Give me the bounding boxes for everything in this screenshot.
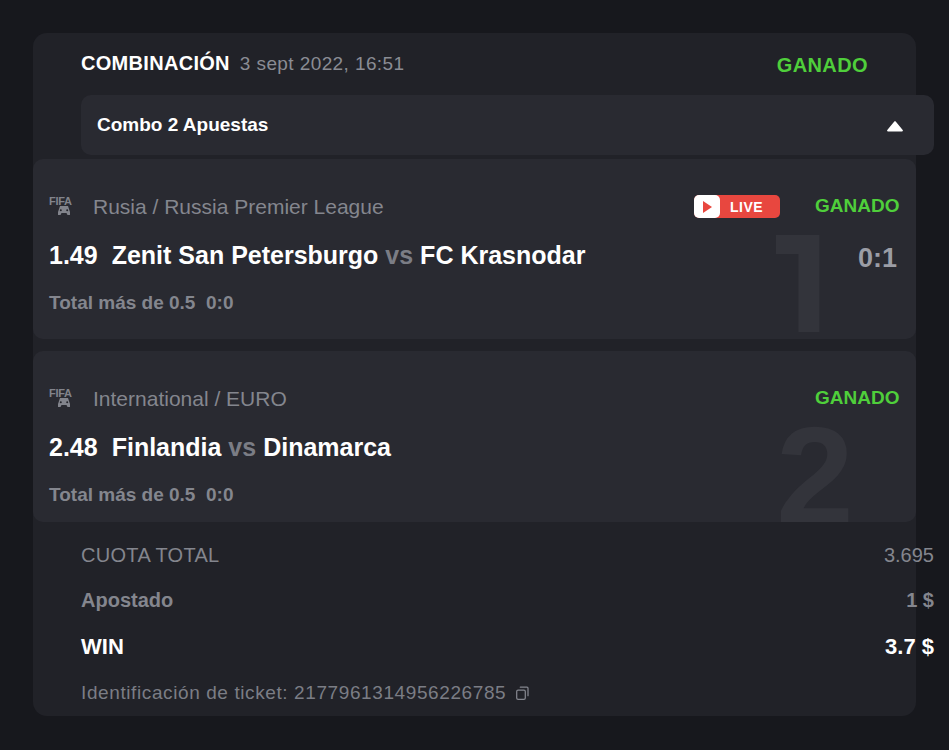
svg-text:FIFA: FIFA	[49, 387, 72, 399]
svg-text:FIFA: FIFA	[49, 195, 72, 207]
